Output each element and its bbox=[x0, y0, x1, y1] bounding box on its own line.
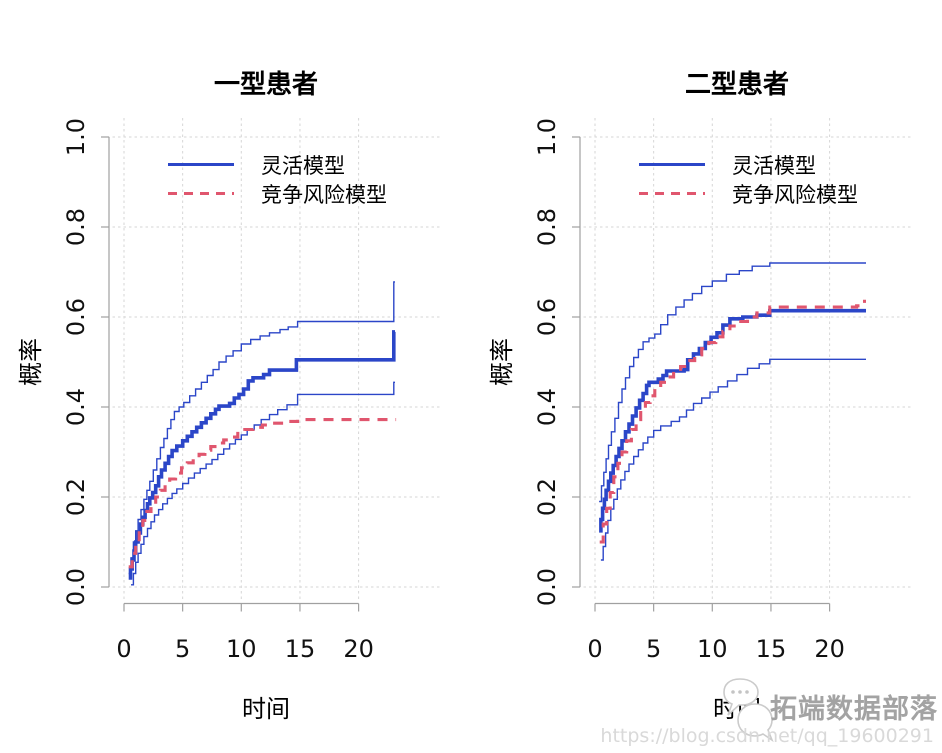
legend-line-flexible bbox=[168, 163, 234, 166]
x-tick-label: 0 bbox=[116, 635, 131, 663]
series-flexible-estimate-path bbox=[128, 330, 396, 580]
x-tick-label: 5 bbox=[646, 635, 661, 663]
legend-label-flexible: 灵活模型 bbox=[732, 153, 816, 178]
y-tick-label: 0.4 bbox=[533, 388, 561, 426]
x-tick-label: 15 bbox=[756, 635, 787, 663]
y-tick-label: 0.8 bbox=[62, 208, 90, 246]
x-axis-title-type1: 时间 bbox=[242, 695, 290, 723]
x-axis-title-type2: 时间 bbox=[713, 695, 761, 723]
series-flexible-lower-ci-path bbox=[600, 358, 866, 561]
series-flexible-estimate-path bbox=[599, 308, 866, 533]
legend-line-cmprsk bbox=[168, 192, 234, 195]
series-flexible-lower-ci-path bbox=[131, 381, 395, 586]
x-tick-label: 5 bbox=[175, 635, 190, 663]
legend-label-flexible: 灵活模型 bbox=[261, 153, 345, 178]
y-tick-label: 0.0 bbox=[533, 568, 561, 606]
legend-type1: 灵活模型 竞争风险模型 bbox=[168, 150, 387, 208]
legend-type2: 灵活模型 竞争风险模型 bbox=[639, 150, 858, 208]
legend-label-cmprsk: 竞争风险模型 bbox=[732, 182, 858, 207]
panel-title-type2: 二型患者 bbox=[684, 69, 789, 100]
legend-label-cmprsk: 竞争风险模型 bbox=[261, 182, 387, 207]
x-tick-label: 15 bbox=[285, 635, 316, 663]
x-tick-label: 10 bbox=[226, 635, 257, 663]
y-tick-label: 0.6 bbox=[533, 298, 561, 336]
series-flexible-upper-ci-path bbox=[128, 281, 395, 575]
plot-area-type2: 0 5 10 15 20 0.0 0.2 0.4 0.6 0.8 1.0 bbox=[533, 118, 911, 663]
x-tick-label: 20 bbox=[343, 635, 374, 663]
y-axis-title-type1: 概率 bbox=[17, 338, 45, 386]
x-tick-label: 10 bbox=[697, 635, 728, 663]
x-tick-label: 0 bbox=[587, 635, 602, 663]
legend-line-flexible bbox=[639, 163, 705, 166]
legend-line-cmprsk bbox=[639, 192, 705, 195]
panel-type1: 0 5 10 15 20 0.0 0.2 0.4 0.6 0.8 1.0 一型患者 灵活模型 竞争风… bbox=[17, 69, 440, 723]
panel-title-type1: 一型患者 bbox=[213, 69, 318, 100]
series-cmprsk-estimate-path bbox=[599, 299, 866, 544]
y-tick-label: 0.6 bbox=[62, 298, 90, 336]
series-cmprsk-estimate-path bbox=[128, 418, 397, 569]
panel-type2: 0 5 10 15 20 0.0 0.2 0.4 0.6 0.8 1.0 二型患者 灵活模型 竞争风… bbox=[471, 0, 942, 753]
legend-item-flexible: 灵活模型 bbox=[168, 150, 387, 179]
y-tick-label: 0.2 bbox=[533, 478, 561, 516]
y-tick-label: 1.0 bbox=[533, 118, 561, 156]
legend-item-cmprsk: 竞争风险模型 bbox=[639, 179, 858, 208]
plot-area-type1: 0 5 10 15 20 0.0 0.2 0.4 0.6 0.8 1.0 bbox=[62, 118, 440, 663]
y-tick-label: 1.0 bbox=[62, 118, 90, 156]
series-flexible-upper-ci-path bbox=[599, 262, 866, 503]
y-tick-label: 0.0 bbox=[62, 568, 90, 606]
legend-item-flexible: 灵活模型 bbox=[639, 150, 858, 179]
y-tick-label: 0.2 bbox=[62, 478, 90, 516]
x-tick-label: 20 bbox=[814, 635, 845, 663]
y-tick-label: 0.4 bbox=[62, 388, 90, 426]
legend-item-cmprsk: 竞争风险模型 bbox=[168, 179, 387, 208]
y-tick-label: 0.8 bbox=[533, 208, 561, 246]
y-axis-title-type2: 概率 bbox=[488, 338, 516, 386]
